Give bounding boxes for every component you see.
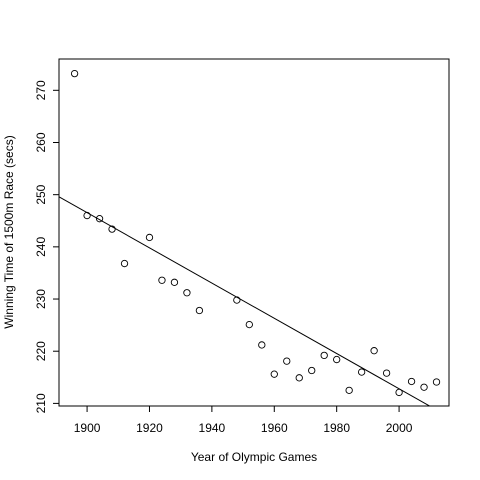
data-point — [258, 341, 266, 349]
data-point — [233, 296, 241, 304]
x-tick-label: 1960 — [261, 421, 288, 435]
plot-frame — [58, 58, 450, 407]
data-point — [370, 347, 378, 355]
data-point — [320, 351, 328, 360]
data-point — [145, 233, 154, 242]
data-point — [83, 211, 91, 220]
y-tick-label: 260 — [34, 132, 48, 152]
data-point — [420, 383, 428, 391]
data-point — [158, 276, 166, 284]
y-tick-label: 270 — [34, 80, 48, 100]
y-axis-label: Winning Time of 1500m Race (secs) — [2, 135, 16, 328]
plot-area — [59, 69, 441, 406]
y-tick-label: 250 — [34, 184, 48, 204]
data-point — [407, 377, 416, 386]
data-point — [183, 289, 191, 297]
data-point — [70, 69, 79, 78]
data-point — [170, 278, 179, 286]
x-axis-label: Year of Olympic Games — [191, 450, 317, 464]
x-axis: 1900 1920 1940 1960 1980 2000 — [74, 406, 413, 435]
data-point — [333, 355, 341, 364]
x-tick-label: 1920 — [136, 421, 163, 435]
data-point — [95, 215, 104, 223]
data-point — [382, 369, 391, 377]
data-point — [270, 370, 278, 378]
data-point — [108, 225, 116, 233]
x-tick-label: 1980 — [323, 421, 350, 435]
x-tick-label: 1900 — [74, 421, 101, 435]
y-tick-label: 240 — [34, 237, 48, 257]
data-point — [345, 386, 353, 394]
data-point — [308, 366, 316, 375]
y-tick-label: 220 — [34, 341, 48, 361]
data-point — [283, 357, 291, 365]
y-tick-label: 210 — [34, 393, 48, 413]
data-point — [432, 378, 441, 386]
x-tick-label: 1940 — [199, 421, 226, 435]
data-point — [195, 306, 204, 315]
data-point — [395, 388, 403, 397]
y-tick-label: 230 — [34, 289, 48, 309]
data-point — [295, 374, 303, 382]
regression-line — [59, 196, 431, 406]
x-tick-label: 2000 — [386, 421, 413, 435]
data-point — [357, 368, 366, 376]
data-point — [245, 320, 253, 329]
data-point — [120, 259, 129, 268]
y-axis: 210 220 230 240 250 260 270 — [34, 80, 59, 413]
